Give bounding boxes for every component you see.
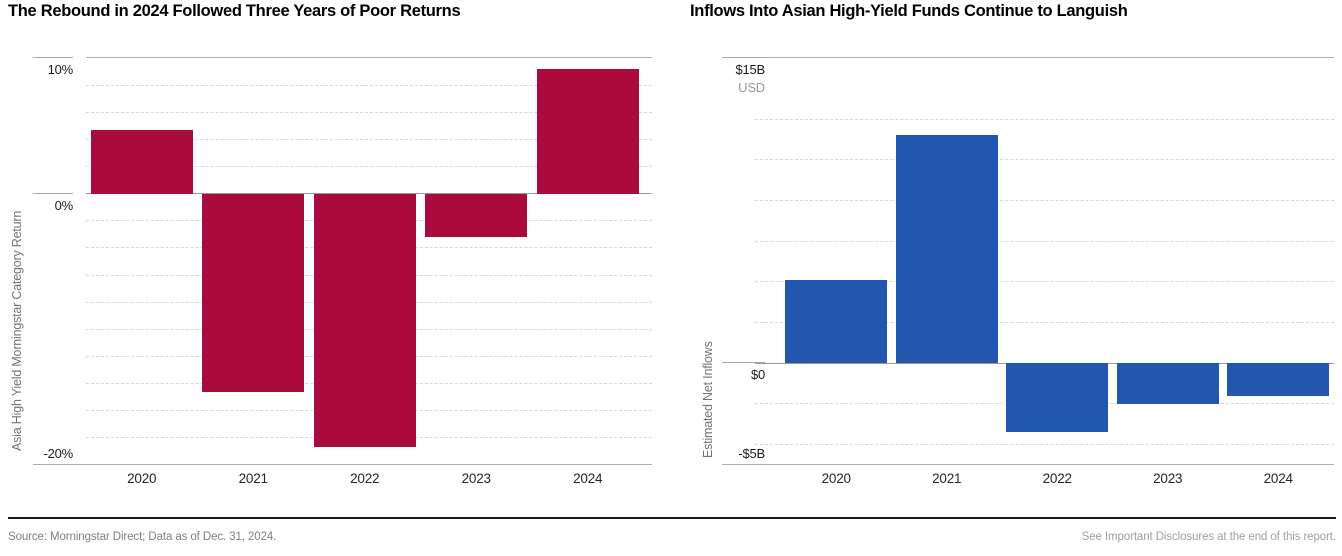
x-tick-label: 2021 bbox=[238, 471, 268, 486]
source-note: Source: Morningstar Direct; Data as of D… bbox=[8, 531, 277, 543]
bar-2022 bbox=[1006, 363, 1109, 433]
x-tick-label: 2022 bbox=[350, 471, 380, 486]
bar-2020 bbox=[785, 279, 888, 364]
gridline bbox=[85, 138, 652, 140]
plot-top-line bbox=[85, 57, 652, 58]
gridline bbox=[85, 166, 652, 168]
y-tick-label: $0 bbox=[750, 367, 765, 383]
y-tick-label: 0% bbox=[54, 197, 74, 213]
gridline bbox=[85, 111, 652, 113]
y-axis-unit-label: USD bbox=[738, 80, 765, 95]
disclosure-note: See Important Disclosures at the end of … bbox=[1081, 531, 1336, 543]
y-tick-mark bbox=[33, 192, 73, 194]
figure-footer: Source: Morningstar Direct; Data as of D… bbox=[0, 517, 1342, 556]
bar-2020 bbox=[90, 129, 193, 194]
gridline bbox=[755, 281, 1334, 283]
chart-title: Inflows Into Asian High-Yield Funds Cont… bbox=[690, 2, 1128, 20]
x-tick-label: 2024 bbox=[1263, 471, 1293, 486]
bar-2021 bbox=[895, 135, 998, 364]
x-tick-label: 2020 bbox=[127, 471, 157, 486]
bar-2024 bbox=[1227, 363, 1330, 396]
chart-net-inflows: Inflows Into Asian High-Yield Funds Cont… bbox=[671, 0, 1342, 517]
x-tick-label: 2021 bbox=[932, 471, 962, 486]
gridline bbox=[85, 84, 652, 86]
gridline bbox=[755, 118, 1334, 120]
plot-bottom-line bbox=[33, 464, 652, 465]
bar-2022 bbox=[313, 193, 416, 448]
plot-top-line bbox=[755, 57, 1334, 58]
bar-2021 bbox=[202, 193, 305, 392]
gridline bbox=[755, 199, 1334, 201]
y-tick-label: $15B bbox=[735, 62, 765, 77]
y-tick-label: 10% bbox=[47, 62, 74, 77]
chart-title: The Rebound in 2024 Followed Three Years… bbox=[8, 2, 461, 20]
y-axis-label: Asia High Yield Morningstar Category Ret… bbox=[10, 210, 24, 452]
y-tick-mark bbox=[722, 362, 765, 364]
bar-2024 bbox=[536, 68, 639, 194]
x-tick-label: 2023 bbox=[1153, 471, 1183, 486]
x-tick-label: 2024 bbox=[573, 471, 603, 486]
gridline bbox=[755, 159, 1334, 161]
x-tick-label: 2023 bbox=[461, 471, 491, 486]
y-tick-label: -20% bbox=[43, 446, 73, 461]
chart-category-returns: The Rebound in 2024 Followed Three Years… bbox=[0, 0, 671, 517]
x-tick-label: 2022 bbox=[1042, 471, 1072, 486]
y-tick-mark bbox=[722, 57, 765, 58]
x-tick-label: 2020 bbox=[821, 471, 851, 486]
gridline bbox=[755, 444, 1334, 446]
bar-2023 bbox=[425, 193, 528, 238]
bar-2023 bbox=[1116, 363, 1219, 404]
y-axis-label: Estimated Net Inflows bbox=[701, 341, 715, 459]
y-tick-mark bbox=[33, 57, 73, 58]
footer-divider bbox=[8, 517, 1336, 519]
gridline bbox=[755, 322, 1334, 324]
plot-bottom-line bbox=[722, 464, 1334, 465]
gridline bbox=[755, 240, 1334, 242]
y-tick-label: -$5B bbox=[738, 446, 765, 461]
